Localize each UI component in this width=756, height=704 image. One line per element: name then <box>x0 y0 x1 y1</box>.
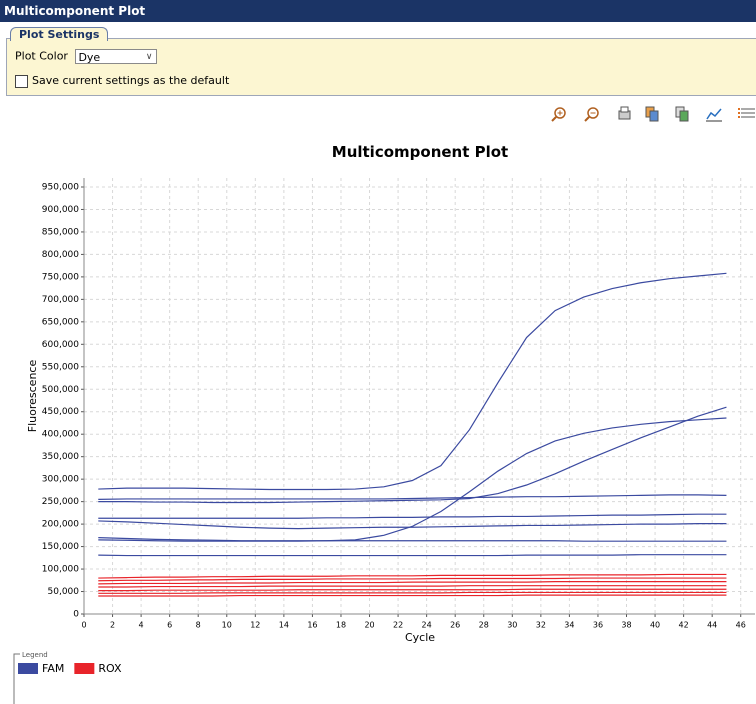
y-tick-label: 750,000 <box>42 272 79 282</box>
legend-swatch <box>74 663 95 674</box>
y-tick-label: 950,000 <box>42 182 79 192</box>
plot-color-select[interactable]: Dye ∨ <box>75 49 158 64</box>
x-tick-label: 46 <box>736 621 746 630</box>
legend-title: Legend <box>22 651 48 659</box>
y-tick-label: 850,000 <box>42 227 79 237</box>
plot-settings-tab[interactable]: Plot Settings <box>10 27 109 41</box>
series-line <box>98 272 727 491</box>
series-line <box>98 536 727 542</box>
series-line <box>98 573 727 579</box>
chart-title: Multicomponent Plot <box>332 143 508 161</box>
x-tick-label: 16 <box>307 621 317 630</box>
y-tick-label: 300,000 <box>42 475 79 485</box>
x-tick-label: 32 <box>536 621 546 630</box>
series-line <box>98 520 727 530</box>
y-tick-label: 150,000 <box>42 542 79 552</box>
series-line <box>98 581 727 585</box>
series-line <box>98 406 727 504</box>
x-tick-label: 44 <box>707 621 717 630</box>
series-line <box>98 588 727 592</box>
legend-frame <box>13 653 20 704</box>
x-tick-label: 12 <box>250 621 260 630</box>
save-default-label: Save current settings as the default <box>32 74 230 87</box>
series-line <box>98 594 727 597</box>
x-tick-label: 36 <box>593 621 603 630</box>
x-tick-label: 0 <box>81 621 86 630</box>
y-tick-label: 100,000 <box>42 565 79 575</box>
y-tick-label: 600,000 <box>42 340 79 350</box>
toolbar <box>551 106 755 122</box>
series-line <box>98 577 727 582</box>
x-tick-label: 8 <box>196 621 201 630</box>
chart-button[interactable] <box>706 108 722 122</box>
zoom-out-button[interactable] <box>584 107 599 122</box>
y-tick-label: 700,000 <box>42 295 79 305</box>
save-default-checkbox[interactable] <box>15 74 28 88</box>
x-tick-label: 6 <box>167 621 172 630</box>
x-tick-label: 28 <box>479 621 489 630</box>
series-line <box>98 494 727 500</box>
y-tick-label: 250,000 <box>42 497 79 507</box>
legend-swatch <box>18 663 38 674</box>
series-line <box>98 591 727 594</box>
plot-color-row: Plot Color Dye ∨ <box>15 49 158 64</box>
plot-color-value: Dye <box>78 51 101 64</box>
x-tick-label: 42 <box>679 621 689 630</box>
x-tick-label: 2 <box>110 621 115 630</box>
legend-label: FAM <box>42 662 64 675</box>
x-tick-label: 24 <box>422 621 432 630</box>
plot-color-label: Plot Color <box>15 49 68 63</box>
x-tick-label: 30 <box>507 621 517 630</box>
series-line <box>98 554 727 557</box>
y-tick-label: 550,000 <box>42 362 79 372</box>
x-tick-label: 18 <box>336 621 346 630</box>
x-tick-label: 40 <box>650 621 660 630</box>
save-button[interactable] <box>675 106 689 122</box>
print-button[interactable] <box>618 106 631 120</box>
y-axis-label: Fluorescence <box>26 360 39 433</box>
y-tick-label: 400,000 <box>42 430 79 440</box>
x-tick-label: 14 <box>279 621 289 630</box>
chart: Multicomponent Plot Fluorescence Cycle L… <box>13 143 755 704</box>
x-tick-label: 4 <box>139 621 144 630</box>
series-line <box>98 513 727 519</box>
copy-button[interactable] <box>645 106 659 122</box>
x-tick-label: 34 <box>564 621 574 630</box>
x-tick-label: 26 <box>450 621 460 630</box>
y-tick-label: 50,000 <box>48 587 80 597</box>
y-tick-label: 0 <box>73 610 79 620</box>
window-title: Multicomponent Plot <box>0 0 756 22</box>
legend-button[interactable] <box>738 108 755 118</box>
legend-label: ROX <box>98 662 122 675</box>
y-tick-label: 200,000 <box>42 520 79 530</box>
dropdown-arrow: ∨ <box>145 52 153 62</box>
y-tick-label: 450,000 <box>42 407 79 417</box>
x-tick-label: 22 <box>393 621 403 630</box>
x-tick-label: 10 <box>222 621 232 630</box>
series-line <box>98 585 727 588</box>
x-tick-label: 38 <box>621 621 631 630</box>
x-axis-label: Cycle <box>405 631 435 644</box>
y-tick-label: 900,000 <box>42 205 79 215</box>
series-line <box>98 417 727 542</box>
y-tick-label: 500,000 <box>42 385 79 395</box>
zoom-in-button[interactable] <box>551 107 566 122</box>
save-default-row: Save current settings as the default <box>15 74 229 88</box>
y-tick-label: 800,000 <box>42 250 79 260</box>
y-tick-label: 350,000 <box>42 452 79 462</box>
x-tick-label: 20 <box>364 621 374 630</box>
y-tick-label: 650,000 <box>42 317 79 327</box>
settings-panel: Plot Color Dye ∨ Save current settings as… <box>6 38 756 96</box>
plot-area <box>84 178 755 614</box>
